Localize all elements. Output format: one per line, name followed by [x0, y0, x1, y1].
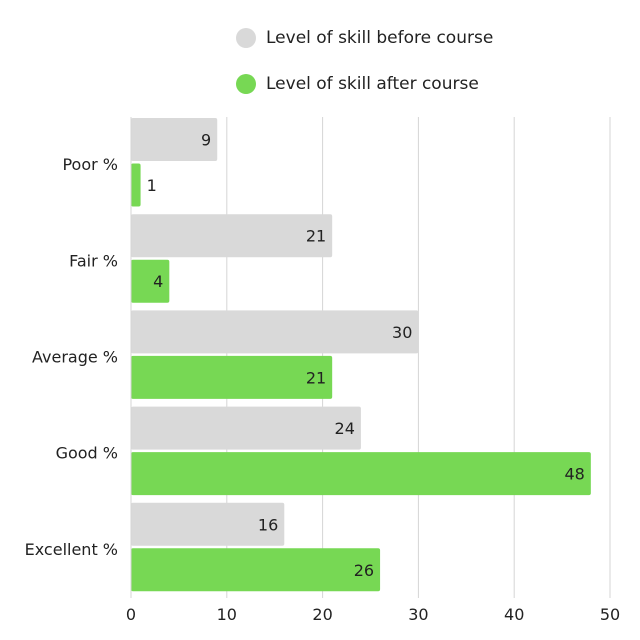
legend-item-before: Level of skill before course: [236, 26, 493, 50]
category-label: Good %: [56, 444, 118, 463]
data-label: 4: [153, 272, 163, 291]
x-tick-label: 40: [504, 605, 524, 624]
legend-label-after: Level of skill after course: [266, 74, 479, 94]
legend-swatch-before: [236, 28, 256, 48]
bar-before: [131, 406, 361, 450]
bar-after: [131, 163, 141, 207]
category-label: Poor %: [62, 155, 118, 174]
data-label: 26: [354, 561, 374, 580]
bar-after: [131, 355, 333, 399]
data-label: 24: [335, 419, 355, 438]
data-label: 9: [201, 131, 211, 150]
data-label: 1: [147, 176, 157, 195]
category-label: Average %: [32, 348, 118, 367]
x-tick-label: 20: [312, 605, 332, 624]
x-tick-label: 30: [408, 605, 428, 624]
data-label: 48: [564, 465, 584, 484]
data-label: 30: [392, 323, 412, 342]
x-tick-label: 0: [126, 605, 136, 624]
x-tick-label: 10: [217, 605, 237, 624]
x-tick-label: 50: [600, 605, 620, 624]
bar-after: [131, 548, 381, 592]
legend-swatch-after: [236, 74, 256, 94]
legend-item-after: Level of skill after course: [236, 72, 479, 96]
legend-label-before: Level of skill before course: [266, 28, 494, 48]
data-label: 21: [306, 368, 326, 387]
bar-after: [131, 452, 591, 496]
bar-before: [131, 118, 218, 161]
data-label: 16: [258, 515, 278, 534]
category-label: Fair %: [69, 251, 118, 270]
data-label: 21: [306, 227, 326, 246]
bar-before: [131, 502, 285, 546]
bar-before: [131, 310, 419, 354]
bar-after: [131, 259, 170, 303]
bar-before: [131, 214, 333, 258]
category-label: Excellent %: [25, 540, 118, 559]
